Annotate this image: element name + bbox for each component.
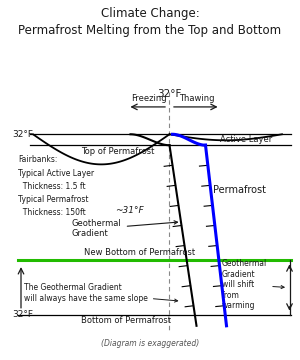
Text: Climate Change:
Permafrost Melting from the Top and Bottom: Climate Change: Permafrost Melting from … [18,7,282,37]
Text: Fairbanks:
Typical Active Layer
  Thickness: 1.5 ft
Typical Permafrost
  Thickne: Fairbanks: Typical Active Layer Thicknes… [18,156,94,217]
Text: Permafrost: Permafrost [214,185,266,195]
Text: 32°F: 32°F [12,310,33,319]
Text: Top of Permafrost: Top of Permafrost [81,147,154,156]
Text: The Geothermal Gradient
will always have the same slope: The Geothermal Gradient will always have… [24,283,178,303]
Text: New Bottom of Permafrost: New Bottom of Permafrost [84,248,195,257]
Text: Geothermal
Gradient
will shift
from
warming: Geothermal Gradient will shift from warm… [222,260,284,310]
Text: (Diagram is exaggerated): (Diagram is exaggerated) [101,339,199,348]
Text: Thawing: Thawing [179,94,214,103]
Text: 32°F: 32°F [157,89,182,99]
Text: Active Layer: Active Layer [220,135,272,144]
Text: Freezing: Freezing [131,94,166,103]
Text: Bottom of Permafrost: Bottom of Permafrost [81,316,171,325]
Text: Geothermal
Gradient: Geothermal Gradient [72,219,178,238]
Text: ~31°F: ~31°F [115,206,143,215]
Text: 32°F: 32°F [12,130,33,139]
